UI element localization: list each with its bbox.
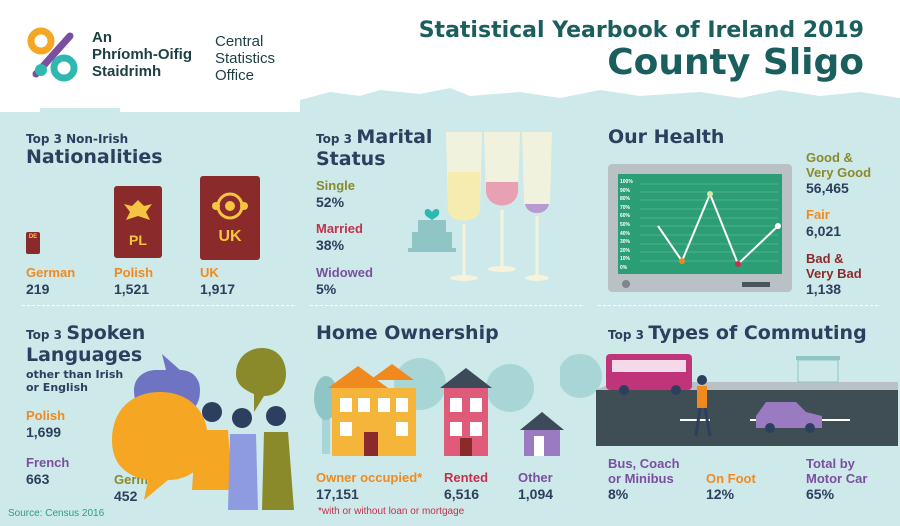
other-home-label: Other: [518, 470, 553, 485]
bad-health-label: Bad & Very Bad: [806, 251, 862, 281]
languages-title-big: Spoken: [66, 322, 146, 344]
other-home-value: 1,094: [518, 486, 554, 502]
french-language-label: French: [26, 455, 70, 470]
single-label: Single: [316, 178, 356, 193]
skyline-silhouette: [0, 88, 900, 122]
widowed-value: 5%: [316, 281, 337, 297]
languages-title-small: Top 3: [26, 328, 62, 342]
german-language-value: 452: [114, 488, 138, 504]
marital-title-big: Marital: [356, 126, 433, 148]
monitor-axis-ticks: 100% 90% 80% 70% 60% 50% 40% 30% 20% 10%…: [620, 179, 633, 271]
marital-title-small: Top 3: [316, 132, 352, 146]
foot-commute-value: 12%: [706, 486, 735, 502]
cso-logo-icon: [27, 27, 78, 82]
champagne-glasses-illustration: [408, 132, 552, 281]
monitor-slot: [742, 282, 770, 287]
logo-irish-name: An Phríomh-Oifig Staidrimh: [92, 29, 192, 80]
divider: [598, 305, 878, 306]
divider: [22, 305, 294, 306]
crest-icon: [212, 192, 248, 220]
marital-title: Top 3 Marital: [316, 126, 432, 148]
car-commute-value: 65%: [806, 486, 835, 502]
car-icon: [756, 402, 822, 428]
polish-passport-icon: PL: [114, 186, 162, 258]
monitor-screen: [618, 174, 782, 274]
fair-health-label: Fair: [806, 207, 830, 222]
uk-nationality-label: UK: [200, 265, 219, 280]
married-value: 38%: [316, 237, 345, 253]
commuting-title-small: Top 3: [608, 328, 644, 342]
rented-value: 6,516: [444, 486, 480, 502]
languages-title: Top 3 Spoken: [26, 322, 145, 344]
german-nationality-value: 219: [26, 281, 50, 297]
logo-english-name: Central Statistics Office: [215, 33, 276, 84]
car-commute-label: Total by Motor Car: [806, 456, 868, 486]
commuting-road-illustration: [560, 354, 898, 446]
french-language-value: 663: [26, 471, 50, 487]
uk-nationality-value: 1,917: [200, 281, 236, 297]
bus-commute-label: Bus, Coach or Minibus: [608, 456, 680, 486]
nationalities-title-small: Top 3 Non-Irish: [26, 132, 129, 146]
monitor-power-icon: [622, 280, 630, 288]
marital-title-status: Status: [316, 148, 386, 170]
speech-bubble-icon: [112, 392, 208, 500]
polish-language-value: 1,699: [26, 424, 62, 440]
good-health-value: 56,465: [806, 180, 849, 196]
polish-nationality-value: 1,521: [114, 281, 150, 297]
bad-health-value: 1,138: [806, 281, 842, 297]
owner-occupied-label: Owner occupied*: [316, 470, 423, 485]
home-ownership-title: Home Ownership: [316, 322, 499, 344]
yearbook-title: Statistical Yearbook of Ireland 2019: [418, 18, 864, 43]
eagle-icon: [124, 200, 152, 220]
languages-title-languages: Languages: [26, 344, 143, 366]
source-note: Source: Census 2016: [8, 508, 105, 519]
walker-icon: [697, 375, 707, 385]
commuting-title: Top 3 Types of Commuting: [608, 322, 867, 344]
languages-subtitle: other than Irish or English: [26, 368, 124, 394]
nationalities-title: Nationalities: [26, 146, 163, 168]
county-title: County Sligo: [607, 42, 864, 83]
foot-commute-label: On Foot: [706, 471, 756, 486]
speech-bubbles-people-illustration: [112, 348, 294, 510]
uk-passport-icon: UK: [200, 176, 260, 260]
commuting-title-big: Types of Commuting: [648, 322, 867, 344]
german-nationality-label: German: [26, 265, 76, 280]
home-footnote: *with or without loan or mortgage: [318, 506, 465, 517]
single-value: 52%: [316, 194, 345, 210]
health-title: Our Health: [608, 126, 725, 148]
good-health-label: Good & Very Good: [806, 150, 872, 180]
german-passport-icon: DE: [26, 232, 40, 254]
divider: [310, 305, 582, 306]
rented-label: Rented: [444, 470, 489, 485]
married-label: Married: [316, 221, 363, 236]
fair-health-value: 6,021: [806, 223, 842, 239]
polish-nationality-label: Polish: [114, 265, 154, 280]
owner-occupied-value: 17,151: [316, 486, 359, 502]
houses-illustration: [314, 358, 564, 456]
polish-language-label: Polish: [26, 408, 66, 423]
bus-commute-value: 8%: [608, 486, 629, 502]
speech-bubble-icon: [236, 348, 286, 412]
health-line-graphic: [640, 183, 781, 267]
widowed-label: Widowed: [316, 265, 373, 280]
